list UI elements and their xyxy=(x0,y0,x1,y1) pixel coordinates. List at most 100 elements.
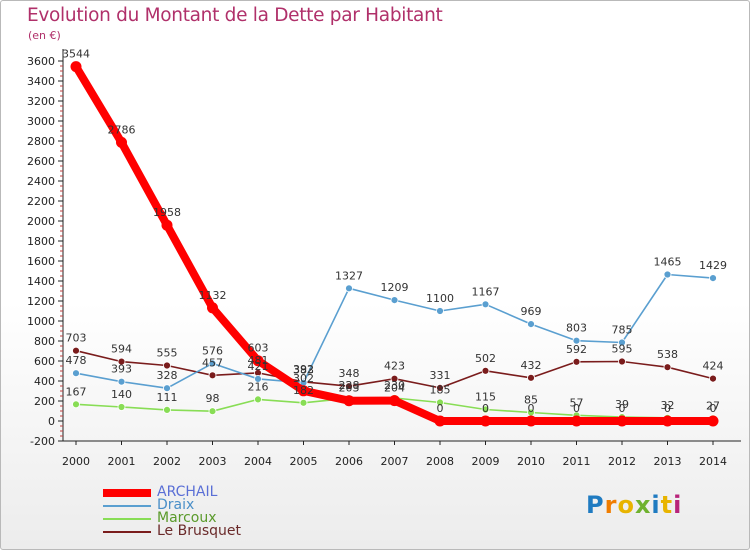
data-label-draix: 393 xyxy=(111,363,132,376)
data-point-draix xyxy=(345,284,353,293)
legend-swatch-marcoux xyxy=(103,517,151,520)
x-tick-label: 2009 xyxy=(472,455,500,468)
legend-swatch-draix xyxy=(103,504,151,507)
data-point-marcoux xyxy=(254,395,262,404)
data-point-le-brusquet xyxy=(208,371,217,380)
legend-item-draix: Draix xyxy=(103,497,241,513)
data-label-draix: 1209 xyxy=(381,281,409,294)
data-point-archail xyxy=(252,355,264,367)
logo-letter: r xyxy=(604,491,618,519)
y-tick-label: -200 xyxy=(30,435,55,448)
y-tick-label: 3200 xyxy=(27,95,55,108)
data-point-archail xyxy=(662,415,673,427)
data-point-draix xyxy=(254,374,262,383)
data-label-draix: 383 xyxy=(293,364,314,377)
data-label-draix: 969 xyxy=(521,305,542,318)
data-label-le-brusquet: 423 xyxy=(384,360,405,373)
data-label-archail: 603 xyxy=(248,342,269,355)
data-label-archail: 2786 xyxy=(108,123,136,136)
data-point-draix xyxy=(481,300,490,309)
data-label-draix: 421 xyxy=(248,360,269,373)
x-tick-label: 2006 xyxy=(335,455,363,468)
unit-label: (en €) xyxy=(28,29,61,42)
data-point-archail xyxy=(434,415,446,427)
data-label-draix: 785 xyxy=(612,324,633,337)
data-label-archail: 0 xyxy=(664,402,671,415)
chart-title: Evolution du Montant de la Dette par Hab… xyxy=(27,5,443,26)
data-point-le-brusquet xyxy=(709,374,717,383)
data-point-draix xyxy=(390,296,399,305)
data-label-archail: 0 xyxy=(482,402,489,415)
data-point-archail xyxy=(480,415,491,427)
y-tick-label: 3000 xyxy=(27,115,55,128)
data-point-le-brusquet xyxy=(163,361,171,370)
data-label-marcoux: 167 xyxy=(66,385,87,398)
legend-label-archail: ARCHAIL xyxy=(157,484,218,500)
legend-item-marcoux: Marcoux xyxy=(103,510,241,526)
x-tick-label: 2002 xyxy=(153,455,181,468)
data-point-le-brusquet xyxy=(390,374,399,383)
y-tick-label: 2200 xyxy=(27,195,55,208)
y-tick-label: 3400 xyxy=(27,75,55,88)
data-point-draix xyxy=(208,359,217,368)
data-point-marcoux xyxy=(163,405,171,414)
data-label-le-brusquet: 703 xyxy=(66,332,87,345)
legend-swatch-le-brusquet xyxy=(103,530,151,533)
x-tick-label: 2004 xyxy=(244,455,272,468)
data-label-draix: 1100 xyxy=(426,292,454,305)
data-point-archail xyxy=(343,395,355,407)
data-point-le-brusquet xyxy=(117,357,126,366)
x-tick-label: 2014 xyxy=(699,455,727,468)
data-label-marcoux: 115 xyxy=(475,391,496,404)
y-tick-label: 800 xyxy=(34,335,55,348)
data-label-marcoux: 39 xyxy=(615,398,629,411)
chart-axes: 3600340032003000280026002400220020001800… xyxy=(27,49,741,468)
x-tick-label: 2012 xyxy=(608,455,636,468)
y-tick-label: 2400 xyxy=(27,175,55,188)
data-label-marcoux: 230 xyxy=(384,379,405,392)
data-label-archail: 1132 xyxy=(199,289,227,302)
y-tick-label: 600 xyxy=(34,355,55,368)
data-point-archail xyxy=(298,385,309,397)
data-point-draix xyxy=(436,307,444,315)
y-tick-label: 1200 xyxy=(27,295,55,308)
data-label-archail: 203 xyxy=(339,382,360,395)
data-label-marcoux: 27 xyxy=(706,399,720,412)
data-label-draix: 1429 xyxy=(699,259,727,272)
logo-letter: i xyxy=(673,491,683,519)
data-point-archail xyxy=(207,302,218,314)
x-tick-label: 2008 xyxy=(426,455,454,468)
y-tick-label: 2800 xyxy=(27,135,55,148)
legend-label-marcoux: Marcoux xyxy=(157,510,217,526)
data-point-le-brusquet xyxy=(481,366,490,375)
data-label-marcoux: 216 xyxy=(248,380,269,393)
x-tick-label: 2005 xyxy=(290,455,318,468)
logo-letter: o xyxy=(617,491,635,519)
data-label-marcoux: 32 xyxy=(661,399,675,412)
data-label-marcoux: 140 xyxy=(111,388,132,401)
y-tick-label: 0 xyxy=(48,415,55,428)
data-label-archail: 0 xyxy=(619,402,626,415)
legend-label-le-brusquet: Le Brusquet xyxy=(157,523,242,539)
data-label-archail: 3544 xyxy=(62,48,90,61)
data-point-marcoux xyxy=(299,398,308,407)
x-tick-label: 2007 xyxy=(381,455,409,468)
data-point-marcoux xyxy=(117,403,126,411)
data-label-le-brusquet: 502 xyxy=(475,352,496,365)
legend-label-draix: Draix xyxy=(157,497,195,513)
y-tick-label: 2000 xyxy=(27,215,55,228)
y-tick-label: 400 xyxy=(34,375,55,388)
data-label-draix: 576 xyxy=(202,344,223,357)
data-point-archail xyxy=(116,136,127,148)
data-point-archail xyxy=(70,61,82,73)
x-tick-label: 2010 xyxy=(517,455,545,468)
logo-letter: t xyxy=(660,491,674,519)
legend: ARCHAIL Draix Marcoux Le Brusquet xyxy=(103,484,242,539)
data-label-archail: 0 xyxy=(573,402,580,415)
data-label-le-brusquet: 392 xyxy=(293,363,314,376)
data-label-le-brusquet: 424 xyxy=(703,360,724,373)
data-label-le-brusquet: 457 xyxy=(202,356,223,369)
x-tick-label: 2003 xyxy=(199,455,227,468)
data-label-draix: 328 xyxy=(157,369,178,382)
x-tick-label: 2001 xyxy=(108,455,136,468)
